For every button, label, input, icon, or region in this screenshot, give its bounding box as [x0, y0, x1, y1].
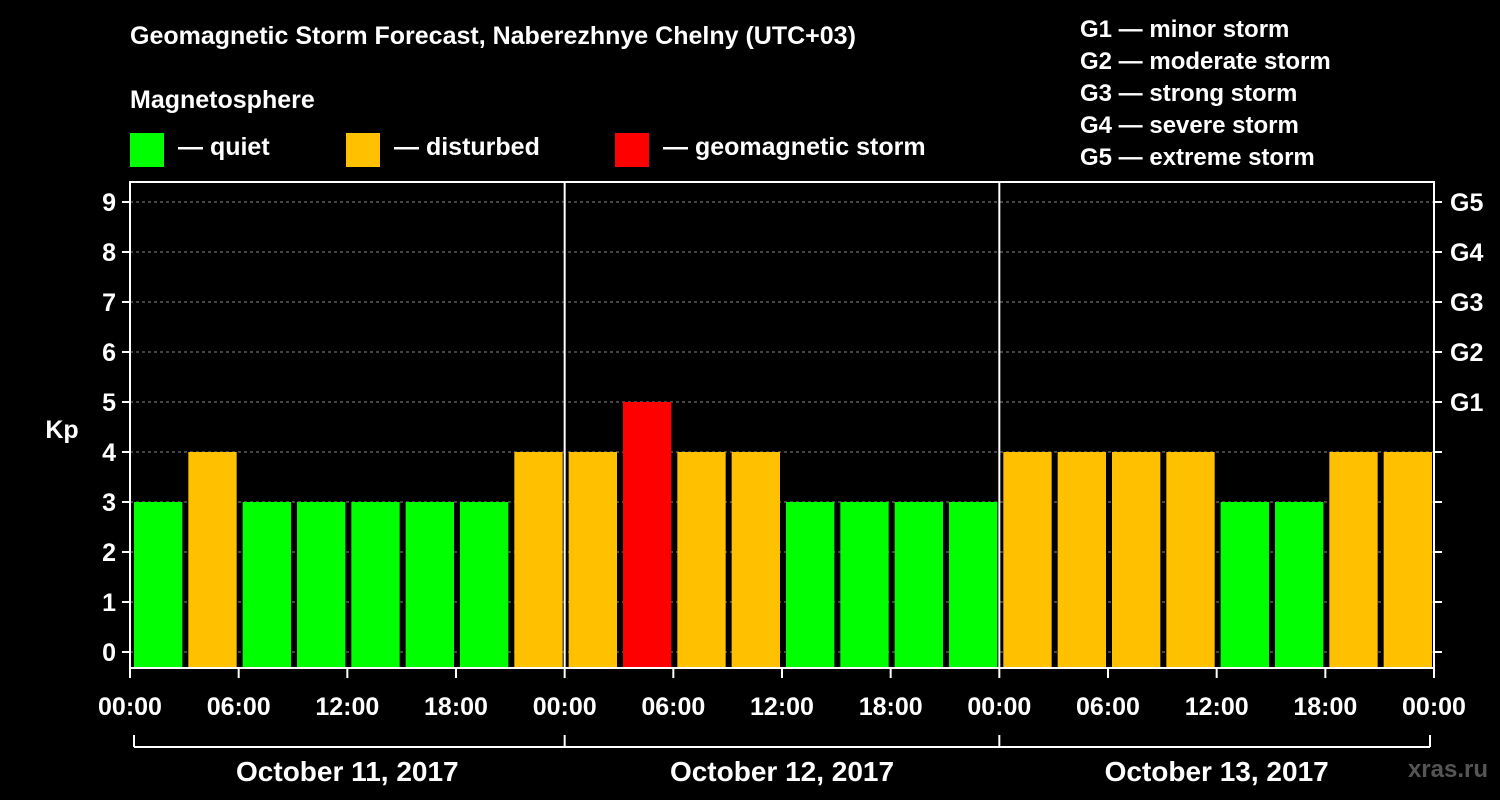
kp-bar [242, 502, 291, 668]
legend-disturbed-swatch [346, 133, 380, 167]
x-tick-label: 12:00 [315, 693, 379, 721]
x-tick-label: 00:00 [98, 693, 162, 721]
storm-scale-legend: G1 — minor storm G2 — moderate storm G3 … [1080, 14, 1331, 174]
storm-scale-g2: G2 — moderate storm [1080, 48, 1331, 75]
x-tick-label: 18:00 [1293, 693, 1357, 721]
g-scale-label: G2 [1450, 339, 1483, 367]
y-tick-label: 9 [102, 189, 116, 217]
kp-bar [405, 502, 454, 668]
kp-bar [731, 452, 780, 668]
kp-bar [1112, 452, 1161, 668]
x-tick-label: 06:00 [207, 693, 271, 721]
y-tick-label: 1 [102, 589, 116, 617]
x-tick-label: 06:00 [1076, 693, 1140, 721]
legend-storm-label: — geomagnetic storm [663, 133, 926, 161]
g-scale-label: G1 [1450, 389, 1483, 417]
y-tick-label: 3 [102, 489, 116, 517]
kp-bar [623, 402, 672, 668]
kp-bar [568, 452, 617, 668]
kp-bar [949, 502, 998, 668]
g-scale-label: G4 [1450, 239, 1483, 267]
kp-bar [1003, 452, 1052, 668]
kp-bar [460, 502, 509, 668]
x-tick-label: 12:00 [750, 693, 814, 721]
y-axis-label: Kp [45, 416, 78, 444]
storm-scale-g5: G5 — extreme storm [1080, 144, 1315, 171]
storm-scale-g3: G3 — strong storm [1080, 80, 1298, 107]
legend-disturbed-label: — disturbed [394, 133, 540, 161]
magnetosphere-heading: Magnetosphere [130, 86, 315, 114]
day-label: October 12, 2017 [670, 756, 894, 787]
x-tick-label: 00:00 [533, 693, 597, 721]
kp-bar [134, 502, 183, 668]
kp-bar [1166, 452, 1215, 668]
y-tick-label: 4 [102, 439, 116, 467]
y-tick-label: 2 [102, 539, 116, 567]
g-scale-label: G3 [1450, 289, 1483, 317]
kp-bar [1329, 452, 1378, 668]
x-tick-label: 06:00 [641, 693, 705, 721]
kp-bar [894, 502, 943, 668]
kp-bar [1220, 502, 1269, 668]
kp-bar [1057, 452, 1106, 668]
kp-bar [786, 502, 835, 668]
chart-title: Geomagnetic Storm Forecast, Naberezhnye … [130, 22, 856, 50]
day-label: October 11, 2017 [236, 756, 459, 787]
y-tick-label: 0 [102, 639, 116, 667]
x-tick-label: 12:00 [1185, 693, 1249, 721]
g-scale-label: G5 [1450, 189, 1483, 217]
legend-storm-swatch [615, 133, 649, 167]
legend-quiet-label: — quiet [178, 133, 270, 161]
y-tick-label: 7 [102, 289, 116, 317]
x-tick-label: 00:00 [967, 693, 1031, 721]
day-label: October 13, 2017 [1105, 756, 1329, 787]
y-tick-label: 8 [102, 239, 116, 267]
y-tick-label: 5 [102, 389, 116, 417]
kp-bar [840, 502, 889, 668]
kp-bar [514, 452, 563, 668]
kp-bar [677, 452, 726, 668]
x-tick-label: 00:00 [1402, 693, 1466, 721]
kp-bar [297, 502, 346, 668]
storm-scale-g4: G4 — severe storm [1080, 112, 1299, 139]
kp-bar [188, 452, 237, 668]
x-tick-label: 18:00 [859, 693, 923, 721]
kp-bar [1275, 502, 1324, 668]
x-tick-label: 18:00 [424, 693, 488, 721]
storm-scale-g1: G1 — minor storm [1080, 16, 1290, 43]
legend-quiet-swatch [130, 133, 164, 167]
kp-bar [351, 502, 400, 668]
kp-bar [1383, 452, 1432, 668]
watermark: xras.ru [1407, 756, 1488, 783]
y-tick-label: 6 [102, 339, 116, 367]
